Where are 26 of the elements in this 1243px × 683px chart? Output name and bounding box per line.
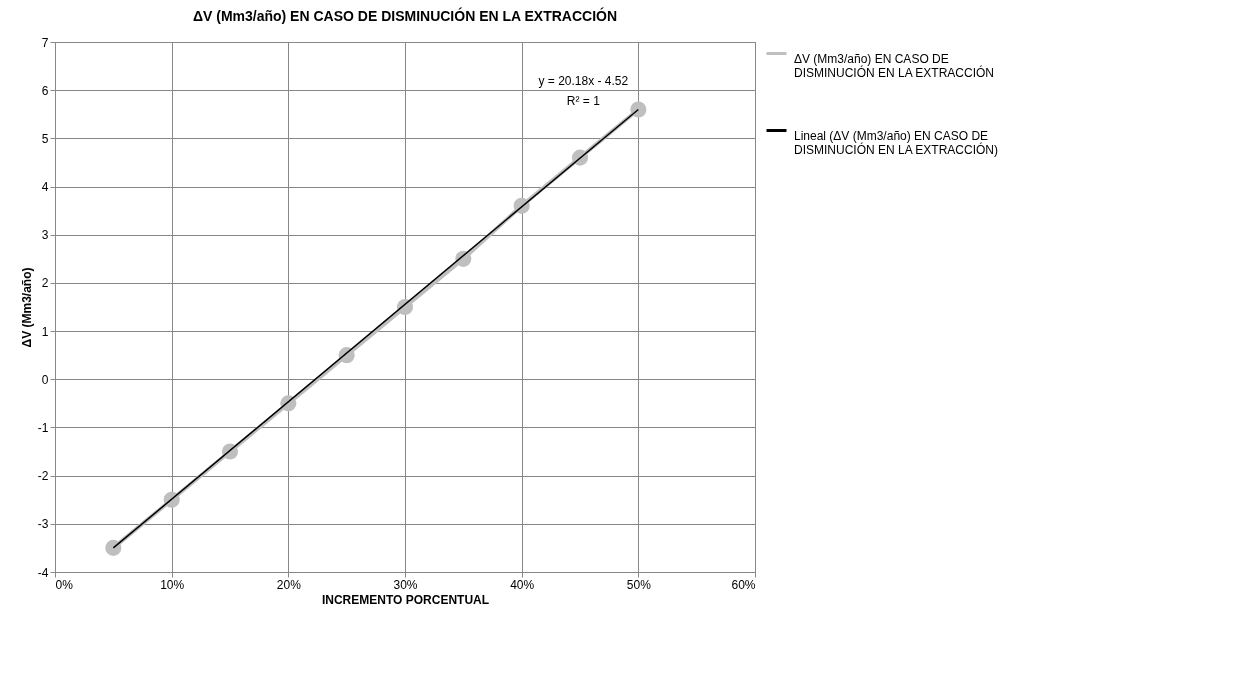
legend-label: Lineal (ΔV (Mm3/año) EN CASO DE DISMINUCIÓN EN LA EXTRACCIÓN) (794, 128, 999, 157)
y-tick-label: 1 (41, 324, 49, 339)
legend-label: ΔV (Mm3/año) EN CASO DE DISMINUCIÓN EN LA EXTRACCIÓN (794, 51, 995, 80)
y-tick-label: -4 (37, 565, 49, 580)
y-tick-label: 6 (41, 83, 49, 98)
x-tick-label: 10% (160, 577, 185, 592)
x-tick-label: 0% (55, 577, 74, 592)
x-tick-label: 20% (276, 577, 302, 592)
x-axis-title: INCREMENTO PORCENTUAL (321, 592, 490, 607)
y-tick-label: -1 (37, 420, 49, 435)
y-tick-label: -2 (37, 469, 49, 484)
y-tick-label: 5 (41, 131, 49, 146)
y-tick-label: -3 (37, 517, 49, 532)
chart-title: ΔV (Mm3/año) EN CASO DE DISMINUCIÓN EN LA EXTRACCIÓN (192, 7, 618, 24)
y-tick-label: 0 (41, 372, 49, 387)
y-tick-label: 2 (41, 276, 49, 291)
y-tick-label: 7 (41, 35, 49, 50)
x-tick-label: 50% (626, 577, 652, 592)
x-tick-label: 30% (393, 577, 418, 592)
annotation: y = 20.18x - 4.52 (538, 74, 629, 89)
y-tick-label: 4 (41, 180, 49, 195)
x-tick-label: 40% (510, 577, 535, 592)
y-axis-title: ΔV (Mm3/año) (19, 267, 34, 348)
y-tick-label: 3 (41, 228, 49, 243)
x-tick-label: 60% (731, 577, 756, 592)
annotation: R² = 1 (566, 94, 601, 109)
